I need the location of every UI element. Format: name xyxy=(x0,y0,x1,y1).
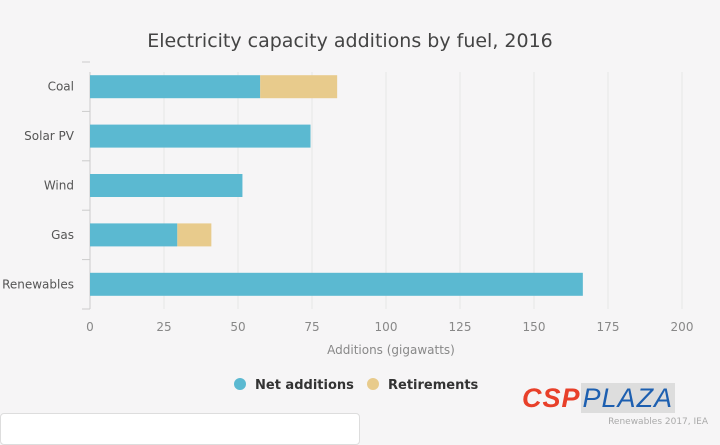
legend-item: Retirements xyxy=(388,378,479,393)
x-tick-label: 25 xyxy=(156,320,171,334)
category-label: Renewables xyxy=(2,277,74,291)
watermark-brand-a: CSP xyxy=(522,383,581,413)
watermark-brand-b: PLAZA xyxy=(580,383,676,413)
x-tick-label: 75 xyxy=(304,320,319,334)
category-label: Wind xyxy=(44,179,74,193)
category-label: Solar PV xyxy=(24,129,75,143)
bar-net-additions xyxy=(90,75,261,99)
x-tick-label: 0 xyxy=(86,320,94,334)
legend-marker xyxy=(234,378,246,390)
legend-marker xyxy=(367,378,379,390)
x-tick-label: 200 xyxy=(671,320,694,334)
x-tick-label: 100 xyxy=(375,320,398,334)
watermark-logo: CSPPLAZA xyxy=(522,383,676,413)
bar-net-additions xyxy=(90,223,178,247)
x-axis-label: Additions (gigawatts) xyxy=(327,343,455,357)
legend-item: Net additions xyxy=(255,378,354,393)
category-label: Gas xyxy=(51,228,74,242)
bar-retirements xyxy=(260,75,338,99)
x-tick-label: 175 xyxy=(597,320,620,334)
bar-retirements xyxy=(177,223,212,247)
chart: Electricity capacity additions by fuel, … xyxy=(2,30,694,393)
bar-net-additions xyxy=(90,272,583,296)
x-tick-label: 150 xyxy=(523,320,546,334)
x-tick-label: 125 xyxy=(449,320,472,334)
source-credit: Renewables 2017, IEA xyxy=(608,417,708,427)
bar-net-additions xyxy=(90,124,311,148)
bar-net-additions xyxy=(90,174,243,197)
bottom-panel xyxy=(0,413,360,445)
x-tick-label: 50 xyxy=(230,320,245,334)
chart-title: Electricity capacity additions by fuel, … xyxy=(147,30,553,52)
category-label: Coal xyxy=(48,80,74,94)
